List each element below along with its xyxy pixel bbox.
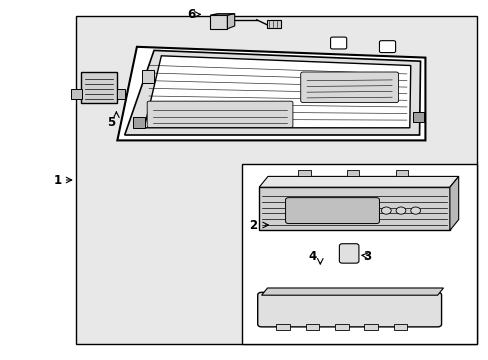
Polygon shape <box>124 50 420 135</box>
Text: 6: 6 <box>187 8 195 21</box>
Text: 5: 5 <box>107 116 115 129</box>
Polygon shape <box>259 176 458 187</box>
Bar <box>346 170 359 176</box>
Bar <box>305 324 319 330</box>
Circle shape <box>410 207 420 214</box>
Polygon shape <box>261 288 443 295</box>
FancyBboxPatch shape <box>330 37 346 49</box>
FancyBboxPatch shape <box>339 244 358 263</box>
Bar <box>81 72 117 103</box>
Bar <box>412 112 423 122</box>
Bar <box>259 187 449 230</box>
Circle shape <box>395 207 405 214</box>
FancyBboxPatch shape <box>285 198 379 224</box>
Text: 4: 4 <box>308 250 316 263</box>
Text: 2: 2 <box>249 219 257 231</box>
Polygon shape <box>227 14 234 29</box>
Bar <box>276 324 289 330</box>
FancyBboxPatch shape <box>379 41 395 53</box>
FancyBboxPatch shape <box>147 101 292 127</box>
Bar <box>393 324 407 330</box>
Bar <box>266 20 281 28</box>
Bar <box>71 89 81 99</box>
Bar <box>76 16 476 344</box>
Bar <box>133 117 145 128</box>
FancyBboxPatch shape <box>257 292 441 327</box>
Bar <box>242 164 476 344</box>
Bar <box>334 324 348 330</box>
Polygon shape <box>449 176 458 230</box>
Bar <box>364 324 377 330</box>
Circle shape <box>381 207 390 214</box>
FancyBboxPatch shape <box>300 72 398 103</box>
Bar <box>142 70 154 83</box>
Bar <box>395 170 407 176</box>
Polygon shape <box>210 14 234 15</box>
Polygon shape <box>117 47 425 140</box>
Text: 1: 1 <box>54 174 61 186</box>
Text: 3: 3 <box>363 250 371 263</box>
Bar <box>298 170 310 176</box>
Bar <box>117 89 124 99</box>
Polygon shape <box>144 56 410 128</box>
Bar <box>210 15 227 29</box>
